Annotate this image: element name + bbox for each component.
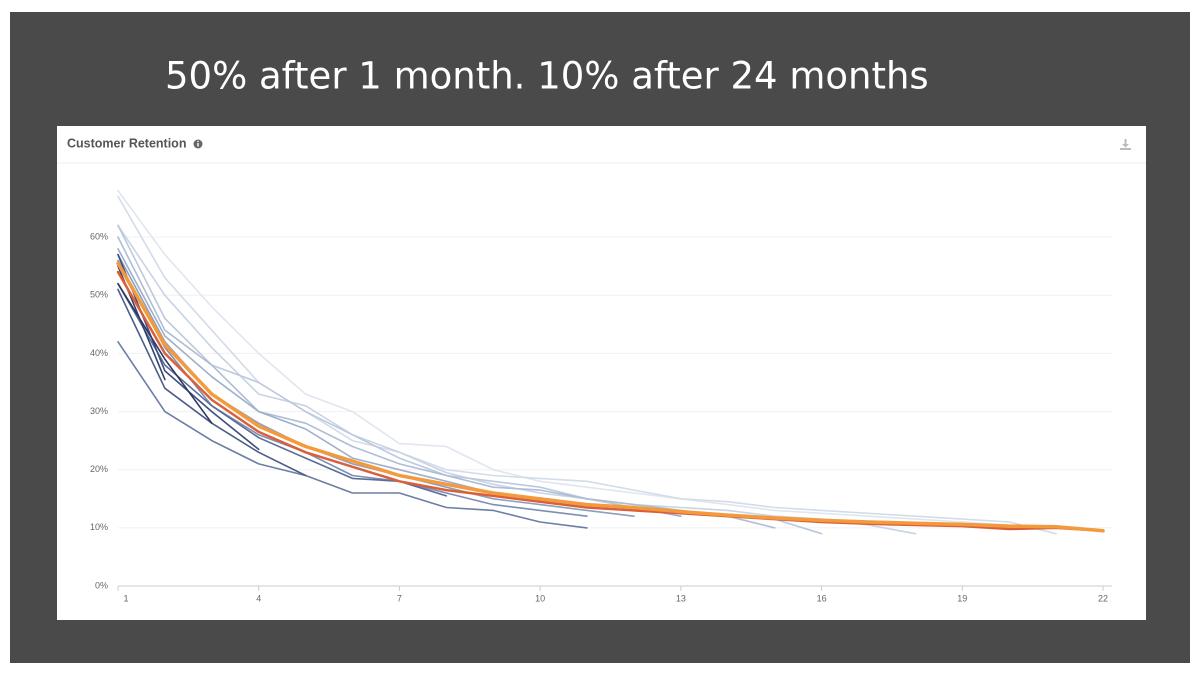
retention-line	[117, 189, 1057, 529]
info-icon[interactable]	[193, 139, 203, 149]
x-tick-label: 22	[1098, 593, 1108, 603]
y-tick-label: 0%	[95, 580, 108, 590]
y-tick-label: 40%	[90, 348, 108, 358]
download-icon[interactable]	[1120, 139, 1131, 150]
slide-title: 50% after 1 month. 10% after 24 months	[165, 55, 929, 98]
x-tick-label: 16	[817, 593, 827, 603]
x-tick-label: 13	[676, 593, 686, 603]
x-tick-label: 1	[123, 593, 128, 603]
retention-line	[117, 236, 776, 529]
y-tick-label: 60%	[90, 232, 108, 242]
x-tick-label: 19	[957, 593, 967, 603]
retention-line	[116, 261, 1105, 533]
x-tick-label: 10	[535, 593, 545, 603]
plot-area: 0% 10% 20% 30% 40% 50% 60% 1 4 7 10 13 16 19 22	[90, 189, 1112, 603]
y-tick-label: 30%	[90, 406, 108, 416]
y-tick-label: 10%	[90, 522, 108, 532]
retention-line	[117, 341, 588, 529]
retention-line	[117, 282, 213, 424]
x-tick-label: 7	[397, 593, 402, 603]
y-tick-label: 20%	[90, 464, 108, 474]
retention-line	[117, 282, 448, 497]
chart-title: Customer Retention	[67, 136, 186, 150]
y-tick-label: 50%	[90, 290, 108, 300]
x-tick-label: 4	[256, 593, 261, 603]
retention-line	[117, 259, 588, 517]
